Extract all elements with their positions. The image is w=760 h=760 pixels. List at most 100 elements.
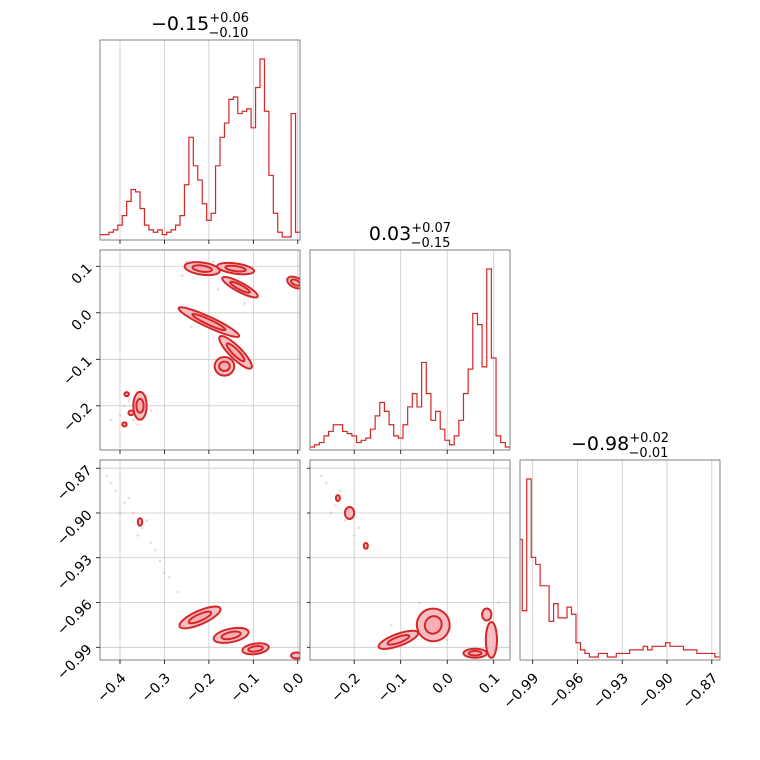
contour-inner xyxy=(225,342,246,363)
sample-point xyxy=(118,511,122,515)
panel-content xyxy=(520,478,720,658)
panel-title-1: 0.03+0.07 −0.15 xyxy=(369,221,451,251)
sample-point xyxy=(163,571,166,574)
title-minus: −0.10 xyxy=(209,26,249,41)
sample-point xyxy=(132,418,135,422)
sample-point xyxy=(334,504,337,507)
sample-point xyxy=(343,519,347,522)
sample-point xyxy=(140,526,144,530)
panel-frame xyxy=(309,459,511,661)
sample-point xyxy=(105,474,108,477)
contour-region xyxy=(334,494,341,503)
sample-point xyxy=(136,423,140,426)
histogram-step xyxy=(310,268,510,448)
sample-point xyxy=(418,601,421,604)
sample-point xyxy=(212,260,215,263)
sample-point xyxy=(132,511,135,515)
contour-inner xyxy=(191,313,227,332)
y-tick-label: −0.87 xyxy=(54,463,96,505)
sample-point xyxy=(114,489,117,492)
contour-inner xyxy=(220,630,242,641)
sample-point xyxy=(123,501,126,504)
sample-point xyxy=(189,325,193,329)
x-tick-label: −0.2 xyxy=(328,670,363,705)
panel-1-1: 0.03+0.07 −0.15 xyxy=(309,221,511,454)
sample-point xyxy=(390,623,393,627)
sample-point xyxy=(185,260,188,263)
y-tick-label: 0.0 xyxy=(69,307,96,334)
panel-content xyxy=(310,268,510,448)
contour-inner xyxy=(467,650,483,657)
sample-point xyxy=(167,575,171,579)
sample-point xyxy=(118,413,122,417)
contour-inner xyxy=(386,634,411,646)
sample-point xyxy=(145,519,148,522)
sample-point xyxy=(357,526,361,530)
panel-0-1: −0.2 −0.1 0.0 0.1 xyxy=(60,249,301,454)
x-tick-label: −0.3 xyxy=(139,670,174,705)
contour-region xyxy=(127,409,135,417)
sample-point xyxy=(497,601,500,604)
contour-inner xyxy=(218,360,231,372)
contour-region xyxy=(362,541,369,550)
sample-point xyxy=(127,399,131,403)
histogram-step xyxy=(520,478,720,658)
panel-frame xyxy=(99,39,301,241)
y-tick-label: −0.93 xyxy=(54,552,96,594)
sample-point xyxy=(329,511,333,515)
sample-point xyxy=(136,534,140,537)
title-minus: −0.01 xyxy=(629,446,669,461)
x-tick-label: −0.87 xyxy=(680,670,722,712)
contour-inner xyxy=(135,397,145,414)
x-tick-label: −0.4 xyxy=(94,670,129,705)
title-minus: −0.15 xyxy=(411,236,451,251)
contour-region xyxy=(484,620,498,659)
title-plus: +0.07 xyxy=(411,221,451,236)
sample-point xyxy=(338,489,342,492)
panel-0-2: −0.4 −0.3 −0.2 −0.1 0.0 −0.99−0.96−0.93−0.90−… xyxy=(54,459,307,706)
y-tick-label: −0.2 xyxy=(60,400,95,435)
x-tick-label: −0.99 xyxy=(501,670,543,712)
sample-point xyxy=(445,638,449,642)
sample-point xyxy=(352,534,356,537)
panel-frame xyxy=(99,459,301,661)
panel-1-2: −0.2 −0.1 0.0 0.1 xyxy=(307,459,511,706)
panel-frame xyxy=(519,459,721,661)
contour-region xyxy=(123,391,130,398)
y-tick-label: −0.90 xyxy=(54,507,96,549)
contour-region xyxy=(481,607,493,622)
panel-content xyxy=(320,474,500,659)
sample-point xyxy=(243,302,246,305)
sample-point xyxy=(127,496,131,500)
panel-title-0: −0.15+0.06 −0.10 xyxy=(151,11,249,41)
contour-region xyxy=(290,651,300,660)
y-tick-label: −0.1 xyxy=(60,354,95,389)
sample-point xyxy=(109,418,113,422)
panel-content xyxy=(109,260,300,428)
x-tick-label: −0.1 xyxy=(375,670,410,705)
sample-point xyxy=(216,288,220,291)
sample-point xyxy=(149,409,153,412)
x-tick-label: −0.2 xyxy=(183,670,218,705)
panel-title-2: −0.98+0.02 −0.01 xyxy=(571,431,669,461)
title-value: 0.03 xyxy=(369,223,411,245)
histogram-step xyxy=(100,58,300,238)
sample-point xyxy=(176,590,180,594)
y-tick-label: −0.99 xyxy=(54,642,96,684)
x-tick-label: −0.1 xyxy=(228,670,263,705)
sample-point xyxy=(158,559,162,563)
sample-point xyxy=(154,548,157,552)
contour-region xyxy=(136,517,144,527)
sample-point xyxy=(149,541,153,545)
panel-content xyxy=(100,58,300,238)
y-tick-label: 0.1 xyxy=(69,261,96,288)
panel-frame xyxy=(309,249,511,451)
x-tick-label: −0.90 xyxy=(635,670,677,712)
sample-point xyxy=(320,474,323,477)
contour-inner xyxy=(423,615,443,635)
sample-point xyxy=(180,274,184,277)
panel-content xyxy=(105,474,300,660)
x-tick-label: 0.0 xyxy=(430,670,457,697)
sample-point xyxy=(123,404,126,408)
x-tick-label: 0.0 xyxy=(280,670,307,697)
